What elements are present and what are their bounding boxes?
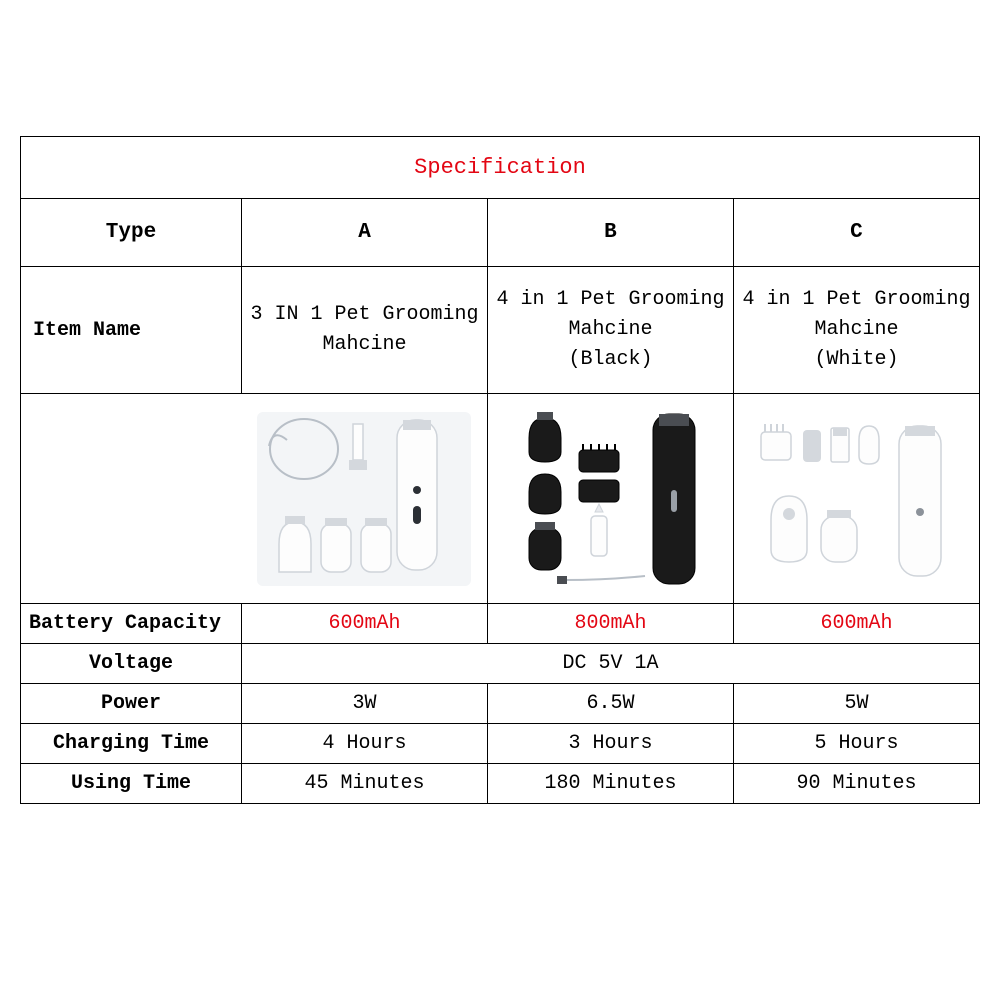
charging-time-label: Charging Time [21,724,242,764]
spec-table-container: Specification Type A B C Item Name 3 IN … [20,136,980,804]
product-image-c [733,394,979,604]
power-row: Power 3W 6.5W 5W [21,684,980,724]
spec-table: Specification Type A B C Item Name 3 IN … [20,136,980,804]
battery-capacity-b: 800mAh [487,604,733,644]
power-label: Power [21,684,242,724]
charging-time-a: 4 Hours [242,724,488,764]
item-name-b: 4 in 1 Pet Grooming Mahcine(Black) [487,267,733,394]
power-b: 6.5W [487,684,733,724]
item-name-a: 3 IN 1 Pet Grooming Mahcine [242,267,488,394]
title-row: Specification [21,137,980,199]
item-name-c: 4 in 1 Pet Grooming Mahcine(White) [733,267,979,394]
product-image-a [242,394,488,604]
item-name-label: Item Name [21,267,242,394]
power-c: 5W [733,684,979,724]
charging-time-b: 3 Hours [487,724,733,764]
battery-capacity-a: 600mAh [242,604,488,644]
header-type: Type [21,199,242,267]
header-col-b: B [487,199,733,267]
product-image-row [21,394,980,604]
header-col-a: A [242,199,488,267]
using-time-b: 180 Minutes [487,764,733,804]
charging-time-row: Charging Time 4 Hours 3 Hours 5 Hours [21,724,980,764]
using-time-c: 90 Minutes [733,764,979,804]
voltage-label: Voltage [21,644,242,684]
battery-capacity-row: Battery Capacity 600mAh 800mAh 600mAh [21,604,980,644]
battery-capacity-c: 600mAh [733,604,979,644]
table-title: Specification [21,137,980,199]
product-image-b [487,394,733,604]
battery-capacity-label: Battery Capacity [21,604,242,644]
item-name-row: Item Name 3 IN 1 Pet Grooming Mahcine 4 … [21,267,980,394]
using-time-label: Using Time [21,764,242,804]
using-time-row: Using Time 45 Minutes 180 Minutes 90 Min… [21,764,980,804]
charging-time-c: 5 Hours [733,724,979,764]
power-a: 3W [242,684,488,724]
using-time-a: 45 Minutes [242,764,488,804]
img-cell-spacer [21,394,242,604]
header-col-c: C [733,199,979,267]
voltage-row: Voltage DC 5V 1A [21,644,980,684]
voltage-value: DC 5V 1A [242,644,980,684]
type-header-row: Type A B C [21,199,980,267]
